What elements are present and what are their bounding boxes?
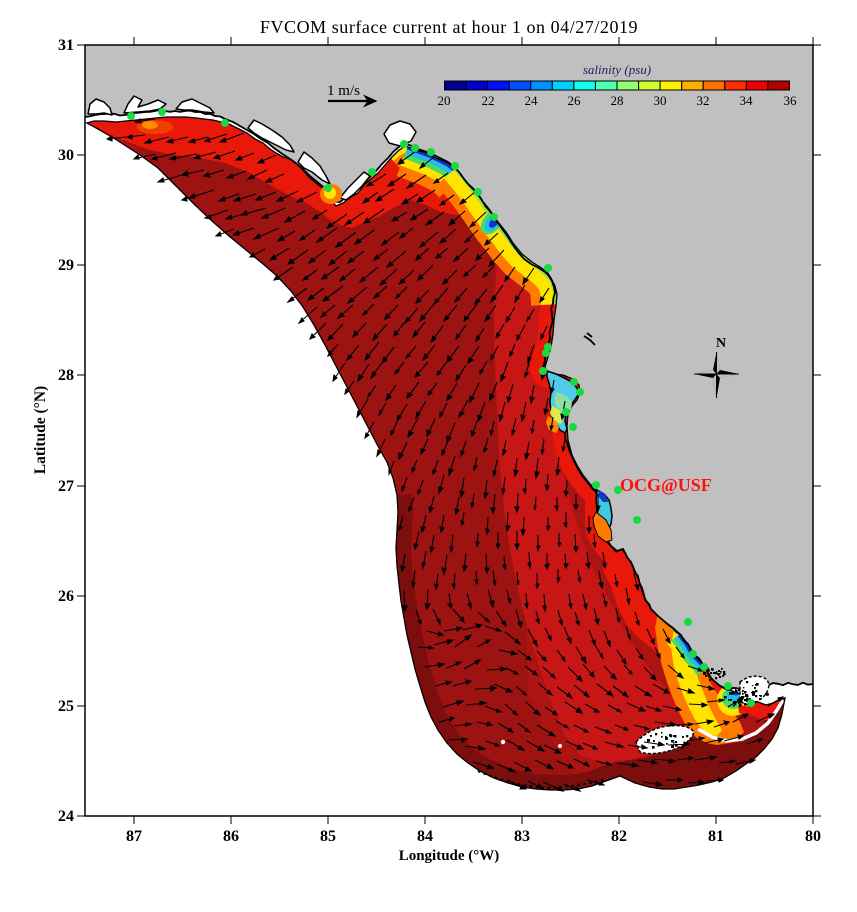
svg-text:80: 80 xyxy=(805,828,821,845)
svg-text:31: 31 xyxy=(58,37,74,54)
svg-text:25: 25 xyxy=(58,698,74,715)
svg-text:Latitude (°N): Latitude (°N) xyxy=(32,386,49,474)
svg-text:82: 82 xyxy=(611,828,627,845)
svg-text:87: 87 xyxy=(126,828,142,845)
svg-text:28: 28 xyxy=(58,367,74,384)
svg-text:24: 24 xyxy=(58,808,74,825)
svg-text:24: 24 xyxy=(525,93,539,108)
svg-text:32: 32 xyxy=(697,93,710,108)
svg-text:86: 86 xyxy=(223,828,239,845)
svg-text:27: 27 xyxy=(58,478,74,495)
svg-text:26: 26 xyxy=(58,588,74,605)
svg-text:20: 20 xyxy=(438,93,451,108)
svg-text:FVCOM surface current at hour: FVCOM surface current at hour 1 on 04/27… xyxy=(260,17,638,37)
svg-text:salinity (psu): salinity (psu) xyxy=(583,62,651,77)
svg-text:Longitude (°W): Longitude (°W) xyxy=(399,848,500,864)
svg-text:29: 29 xyxy=(58,257,74,274)
svg-text:83: 83 xyxy=(514,828,530,845)
svg-text:30: 30 xyxy=(654,93,667,108)
svg-text:81: 81 xyxy=(708,828,724,845)
svg-text:1 m/s: 1 m/s xyxy=(327,83,360,99)
svg-text:84: 84 xyxy=(417,828,433,845)
svg-text:26: 26 xyxy=(568,93,582,108)
svg-text:34: 34 xyxy=(740,93,754,108)
svg-text:22: 22 xyxy=(482,93,495,108)
svg-text:28: 28 xyxy=(611,93,624,108)
svg-text:OCG@USF: OCG@USF xyxy=(620,475,712,495)
svg-text:30: 30 xyxy=(58,147,74,164)
svg-text:N: N xyxy=(716,336,726,351)
svg-text:36: 36 xyxy=(784,93,798,108)
svg-text:85: 85 xyxy=(320,828,336,845)
